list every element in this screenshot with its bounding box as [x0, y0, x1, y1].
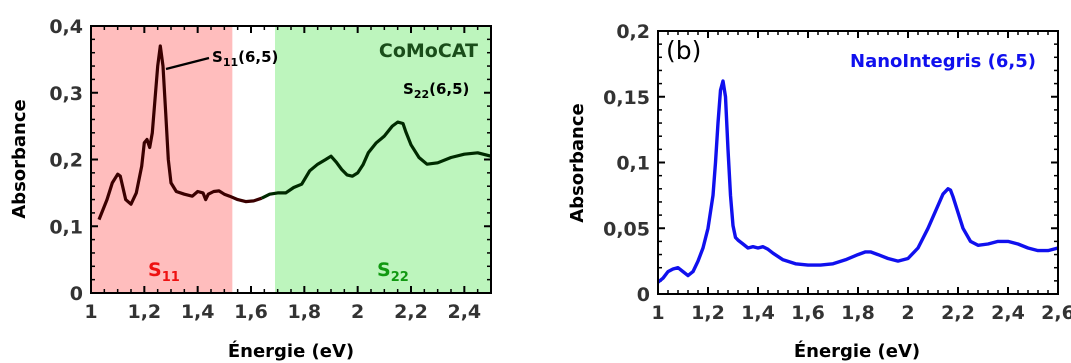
panel-a-y-axis-title: Absorbance [9, 99, 30, 219]
x-tick-label: 1,6 [791, 302, 825, 324]
s11-pointer-line [165, 56, 210, 71]
panel-a-frame [90, 25, 492, 294]
x-tick-label: 1,4 [181, 301, 215, 323]
y-tick-label: 0,3 [49, 83, 83, 105]
panel-b-x-tick-labels: 1 1,2 1,4 1,6 1,8 2 2,2 2,4 2,6 [651, 302, 1071, 324]
x-tick-label: 2,4 [447, 301, 481, 323]
panel-b-legend: NanoIntegris (6,5) [850, 51, 1036, 72]
panel-b-y-tick-labels: 0 0,05 0,1 0,15 0,2 [603, 21, 650, 306]
y-tick-label: 0,2 [616, 21, 650, 43]
panel-b-label: (b) [666, 36, 701, 65]
y-tick-label: 0,4 [49, 16, 83, 38]
y-tick-label: 0,05 [603, 218, 650, 240]
x-tick-label: 2,2 [941, 302, 975, 324]
s11-peak-annotation: S11(6,5) [212, 48, 278, 69]
panel-b-line-nanointegris [656, 79, 1059, 284]
panel-a-x-axis-title: Énergie (eV) [228, 340, 354, 362]
y-tick-label: 0,15 [603, 87, 650, 109]
x-tick-label: 2,6 [1041, 302, 1071, 324]
panel-a-line-s22 [260, 120, 492, 200]
x-tick-label: 1,2 [691, 302, 725, 324]
x-tick-label: 1 [651, 302, 664, 324]
x-tick-label: 1,6 [234, 301, 268, 323]
panel-a-chart: 1 1,2 1,4 1,6 1,8 2 2,2 2,4 0 0,1 0,2 0,3 0,4 Énerg… [9, 16, 492, 362]
s22-peak-annotation: S22(6,5) [403, 80, 469, 101]
panel-b-y-axis-title: Absorbance [567, 103, 588, 223]
panel-b-chart: 1 1,2 1,4 1,6 1,8 2 2,2 2,4 2,6 00,050,10,150,2 … [567, 21, 1071, 362]
panel-a-y-tick-labels: 0 0,1 0,2 0,3 0,4 [49, 16, 83, 305]
x-tick-label: 1,4 [741, 302, 775, 324]
sample-label-comocat: CoMoCAT [379, 40, 478, 62]
x-tick-label: 2 [351, 301, 364, 323]
panel-a-line-s11 [97, 44, 263, 221]
x-tick-label: 2,4 [991, 302, 1025, 324]
x-tick-label: 1,2 [127, 301, 161, 323]
x-tick-label: 1,8 [841, 302, 875, 324]
x-tick-label: 1,8 [287, 301, 321, 323]
y-tick-label: 0,1 [49, 216, 83, 238]
x-tick-label: 2,2 [394, 301, 428, 323]
x-tick-label: 2 [901, 302, 914, 324]
panel-a-x-tick-labels: 1 1,2 1,4 1,6 1,8 2 2,2 2,4 [84, 301, 481, 323]
s22-region [275, 26, 491, 293]
y-tick-label: 0,2 [49, 150, 83, 172]
y-tick-label: 0 [70, 283, 83, 305]
panel-b-x-axis-title: Énergie (eV) [794, 340, 920, 362]
panel-b-frame [657, 30, 1059, 295]
s22-region-label: S22 [377, 259, 409, 285]
y-tick-label: 0 [637, 284, 650, 306]
s11-region-label: S11 [148, 259, 180, 285]
y-tick-label: 0,1 [616, 153, 650, 175]
x-tick-label: 1 [84, 301, 97, 323]
